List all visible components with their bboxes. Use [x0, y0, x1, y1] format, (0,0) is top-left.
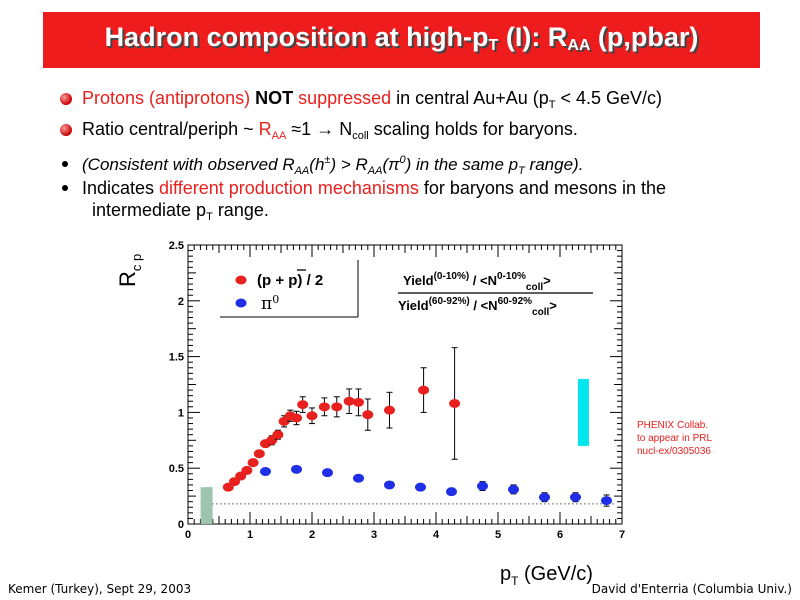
proton-point — [353, 397, 364, 407]
x-tick-label: 1 — [247, 529, 253, 541]
pi0-point — [260, 467, 271, 477]
title-bar: Hadron composition at high-pT (I): RAA (… — [43, 12, 760, 68]
x-tick-label: 0 — [185, 529, 191, 541]
legend-entry-pi0: π0 — [261, 293, 279, 314]
pi0-point — [601, 496, 612, 506]
legend-entry-protons: (p + p) / 2 — [257, 272, 323, 289]
systematic-uncertainty-band — [577, 378, 589, 446]
proton-point — [291, 413, 302, 423]
footer-left: Kemer (Turkey), Sept 29, 2003 — [8, 582, 192, 596]
footer-right: David d'Enterria (Columbia Univ.) — [591, 582, 792, 596]
pi0-point — [477, 481, 488, 491]
bullet-1: Protons (antiprotons) NOT suppressed in … — [60, 86, 662, 117]
proton-point — [272, 430, 284, 440]
y-tick-label: 2 — [178, 296, 184, 308]
proton-point — [384, 405, 395, 415]
y-tick-label: 2.5 — [169, 240, 184, 252]
normalization-uncertainty-band — [200, 487, 213, 524]
legend-pi0-marker — [235, 298, 247, 308]
pi0-point — [384, 480, 395, 490]
pi0-point — [446, 487, 457, 497]
proton-point — [253, 449, 265, 459]
proton-point — [241, 465, 253, 475]
proton-point — [331, 402, 343, 412]
x-tick-label: 3 — [371, 529, 377, 541]
y-tick-label: 1.5 — [169, 352, 184, 364]
y-tick-label: 0.5 — [169, 463, 184, 475]
x-axis-title: pT (GeV/c) — [500, 563, 593, 588]
proton-point — [297, 400, 309, 410]
phenix-annotation-line: PHENIX Collab. — [637, 420, 708, 431]
proton-point — [418, 385, 430, 395]
sub-bullet-2: Indicates different production mechanism… — [60, 176, 666, 200]
pi0-point — [508, 484, 519, 494]
legend-box — [220, 260, 358, 317]
sub-bullet-2-continued: intermediate pT range. — [92, 200, 269, 223]
x-tick-label: 2 — [309, 529, 315, 541]
bullet-2: Ratio central/periph ~ RAA ≈1 → Ncoll sc… — [60, 117, 578, 148]
legend-proton-marker — [235, 275, 247, 285]
bullet-ball-icon — [60, 124, 72, 136]
y-axis-title: Rc p — [115, 254, 144, 287]
proton-point — [306, 411, 318, 421]
pi0-point — [291, 464, 302, 474]
pi0-point — [570, 492, 581, 502]
proton-point — [449, 398, 461, 408]
formula-denominator: Yield(60-92%) / <N60-92%coll> — [398, 296, 557, 318]
x-tick-label: 4 — [433, 529, 440, 541]
proton-point — [362, 410, 374, 420]
pi0-point — [539, 492, 550, 502]
formula-numerator: Yield(0-10%) / <N0-10%coll> — [403, 271, 551, 293]
phenix-annotation-line: nucl-ex/0305036 — [637, 446, 711, 457]
x-tick-label: 5 — [495, 529, 501, 541]
y-tick-label: 0 — [178, 519, 184, 531]
proton-point — [247, 458, 259, 468]
slide-title: Hadron composition at high-pT (I): RAA (… — [104, 22, 699, 54]
bullet-ball-icon — [60, 93, 72, 105]
axis-ticks — [187, 244, 623, 525]
pi0-point — [353, 473, 364, 483]
pi0-point — [415, 482, 426, 492]
bullet-dot-icon — [62, 161, 68, 167]
pi0-point — [322, 468, 333, 478]
bullet-dot-icon — [62, 185, 68, 191]
proton-point — [343, 396, 355, 406]
phenix-annotation-line: to appear in PRL — [637, 433, 712, 444]
y-tick-label: 1 — [178, 407, 184, 419]
proton-point — [318, 402, 330, 412]
x-tick-label: 7 — [619, 529, 625, 541]
sub-bullet-1: (Consistent with observed RAA(h±) > RAA(… — [60, 148, 583, 183]
x-tick-label: 6 — [557, 529, 563, 541]
